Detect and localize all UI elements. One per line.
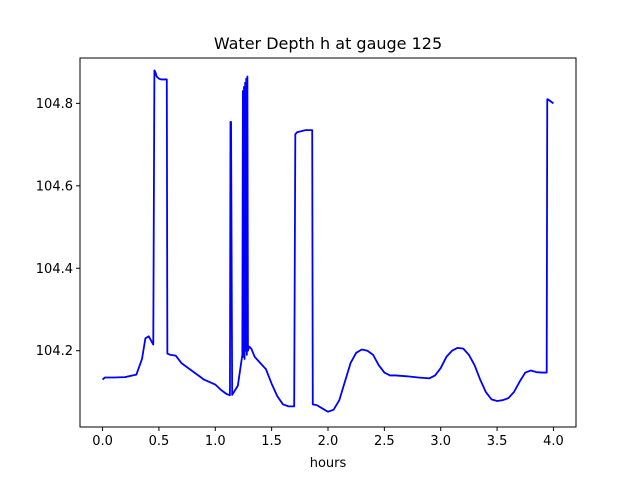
x-axis-label: hours	[310, 456, 347, 471]
x-tick-label: 2.5	[374, 434, 395, 449]
x-tick-label: 3.5	[487, 434, 508, 449]
plot-area	[101, 69, 554, 413]
x-tick-label: 3.0	[430, 434, 451, 449]
y-tick-label: 104.4	[36, 262, 73, 277]
chart-title: Water Depth h at gauge 125	[214, 34, 442, 53]
y-axis-ticks: 104.2 104.4 104.6 104.8	[36, 97, 80, 359]
series-line-0	[101, 69, 554, 413]
x-tick-label: 1.0	[205, 434, 226, 449]
x-tick-label: 2.0	[318, 434, 339, 449]
x-tick-label: 1.5	[261, 434, 282, 449]
x-axis-ticks: 0.0 0.5 1.0 1.5 2.0 2.5 3.0 3.5 4.0	[92, 427, 564, 449]
x-tick-label: 0.0	[92, 434, 113, 449]
x-tick-label: 0.5	[149, 434, 170, 449]
y-tick-label: 104.2	[36, 344, 73, 359]
x-tick-label: 4.0	[543, 434, 564, 449]
y-tick-label: 104.8	[36, 97, 73, 112]
y-tick-label: 104.6	[36, 179, 73, 194]
